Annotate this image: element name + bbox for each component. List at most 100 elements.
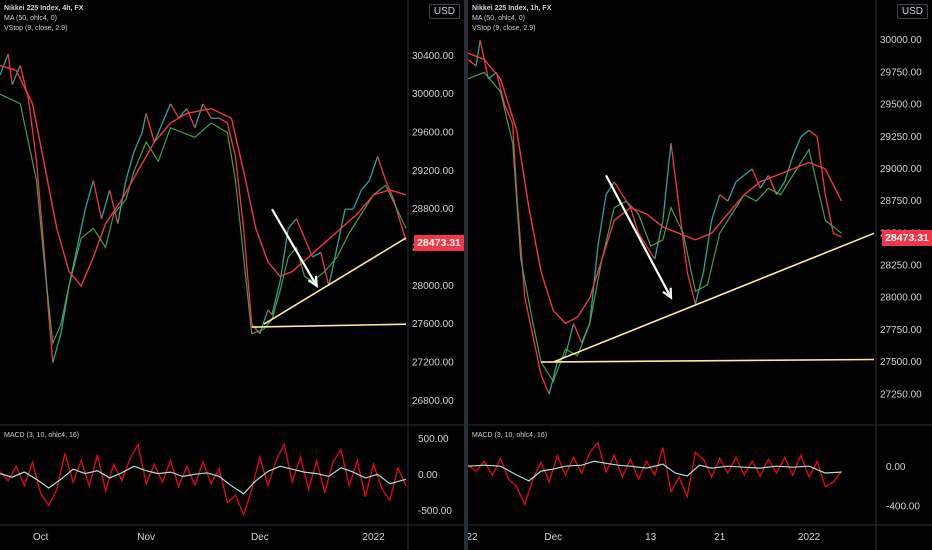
price-segment [637, 232, 648, 247]
price-segment [816, 136, 826, 195]
y-tick-label: 30000.00 [880, 35, 922, 46]
osc-tick-label: -400.00 [886, 501, 920, 512]
y-tick-label: 29250.00 [880, 132, 922, 143]
legend-title: Nikkei 225 Index, 1h, FX [472, 4, 551, 14]
y-tick-label: 29200.00 [412, 166, 454, 177]
currency-button[interactable]: USD [896, 4, 928, 19]
macd-line [0, 442, 407, 517]
price-segment [646, 245, 656, 260]
price-segment [7, 53, 13, 85]
legend-title: Nikkei 225 Index, 4h, FX [4, 4, 83, 14]
price-segment [572, 323, 583, 344]
price-segment [597, 194, 607, 247]
price-segment [271, 280, 281, 315]
price-segment [108, 189, 119, 224]
price-segment [202, 103, 212, 119]
price-segment [503, 104, 514, 125]
x-tick-label: 2022 [798, 532, 821, 543]
chart-title: Nikkei 225 Index, 4h, FX [4, 5, 84, 12]
price-segment [613, 181, 623, 196]
y-tick-label: 28000.00 [412, 281, 454, 292]
price-segment [670, 143, 680, 208]
price-segment [605, 181, 615, 196]
price-segment [251, 323, 261, 335]
price-segment [719, 194, 729, 202]
price-segment [759, 175, 769, 189]
price-segment [320, 252, 330, 287]
price-segment [153, 122, 163, 143]
price-segment [133, 132, 143, 152]
price-segment [360, 180, 370, 191]
price-segment [76, 209, 86, 248]
support-line [541, 358, 875, 363]
price-segment [800, 129, 810, 138]
price-segment [808, 129, 818, 138]
x-tick-label: Dec [544, 532, 562, 543]
price-segment [468, 58, 477, 67]
price-segment [194, 103, 204, 128]
chart-pane-4h[interactable]: 30400.00 30000.00 29600.00 29200.00 28800.00… [0, 0, 464, 550]
pane-divider[interactable] [464, 0, 468, 550]
price-segment [654, 220, 664, 260]
price-segment [475, 40, 481, 67]
x-tick-label: 2022 [362, 532, 385, 543]
currency-button[interactable]: USD [428, 4, 460, 19]
osc-tick-label: -500.00 [418, 506, 452, 517]
chart-canvas-4h[interactable]: 30400.00 30000.00 29600.00 29200.00 28800.00… [0, 0, 464, 550]
price-segment [662, 143, 672, 221]
price-segment [784, 155, 794, 183]
last-price-tag: 28473.31 [882, 230, 932, 246]
price-segment [678, 207, 688, 273]
price-segment [27, 98, 38, 162]
price-segment [141, 113, 147, 133]
price-segment [11, 65, 21, 85]
chart-title: Nikkei 225 Index, 1h, FX [472, 5, 552, 12]
price-segment [117, 180, 127, 224]
macd-line [468, 441, 843, 507]
y-tick-label: 30000.00 [412, 89, 454, 100]
y-tick-label: 30400.00 [412, 51, 454, 62]
price-segment [48, 314, 54, 363]
legend-macd: MACD (3, 10, ohlc4, 16) [472, 432, 548, 439]
price-segment [161, 103, 172, 124]
price-segment [694, 271, 705, 305]
x-tick-label: Oct [33, 532, 49, 543]
price-segment [312, 251, 322, 258]
chart-canvas-1h[interactable]: 30000.00 29750.00 29500.00 29250.00 29000.00… [468, 0, 932, 550]
vstop-line [0, 93, 407, 346]
price-segment [727, 181, 737, 202]
price-segment [226, 122, 237, 157]
price-segment [234, 156, 245, 229]
price-segment [751, 168, 761, 189]
price-segment [629, 207, 640, 234]
legend-ma: MA (50, ohlc4, 0) [4, 15, 57, 22]
price-segment [295, 218, 306, 239]
osc-tick-label: 0.00 [418, 470, 438, 481]
price-segment [524, 297, 534, 337]
price-segment [0, 53, 9, 76]
y-tick-label: 28750.00 [880, 196, 922, 207]
y-tick-label: 29000.00 [880, 164, 922, 175]
price-segment [532, 336, 542, 376]
price-segment [792, 136, 802, 157]
price-segment [710, 194, 721, 221]
price-segment [824, 194, 835, 234]
y-tick-label: 29750.00 [880, 67, 922, 78]
price-segment [92, 180, 103, 219]
y-tick-label: 27200.00 [412, 358, 454, 369]
price-segment [743, 168, 753, 176]
price-segment [242, 228, 253, 325]
price-segment [352, 189, 362, 210]
ma-line [0, 64, 407, 288]
x-tick-label: 13 [645, 532, 657, 543]
chart-pane-1h[interactable]: 30000.00 29750.00 29500.00 29250.00 29000.00… [468, 0, 932, 550]
price-segment [287, 218, 297, 229]
legend-vstop: VStop (9, close, 2.9) [4, 25, 68, 32]
price-segment [186, 108, 196, 129]
y-tick-label: 28250.00 [880, 261, 922, 272]
price-segment [178, 108, 188, 119]
legend-ma: MA (50, ohlc4, 0) [472, 15, 525, 22]
price-segment [145, 113, 155, 143]
ma-line [468, 52, 843, 325]
osc-tick-label: 0.00 [886, 462, 906, 473]
